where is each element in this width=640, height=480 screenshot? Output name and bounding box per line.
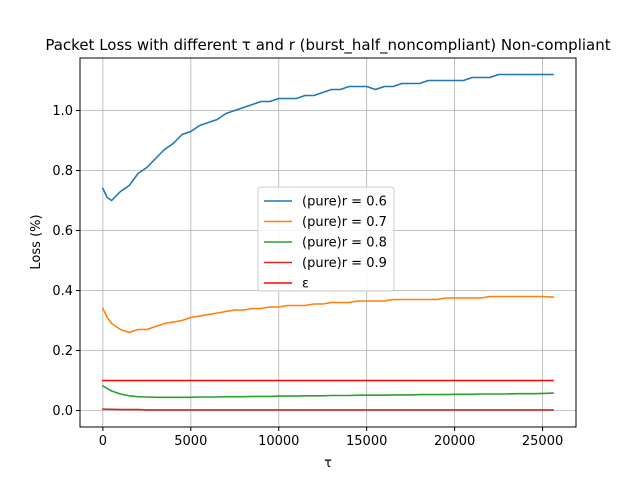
- series-line-2: [101, 384, 554, 399]
- x-tick-label: 20000: [434, 434, 475, 449]
- y-tick-label: 0.0: [52, 404, 73, 419]
- y-tick-label: 0.2: [52, 344, 73, 359]
- x-tick-label: 25000: [522, 434, 563, 449]
- series-layer: [101, 73, 554, 411]
- series-line-3: [102, 408, 554, 411]
- legend-label-2: (pure)r = 0.8: [302, 236, 387, 251]
- ticks: 0 5000 10000 15000 20000 25000 0.0 0.2 0.4 0.6 0.8…: [52, 104, 563, 449]
- legend-label-1: (pure)r = 0.7: [302, 215, 387, 230]
- y-tick-label: 0.8: [52, 164, 73, 179]
- x-tick-label: 0: [99, 434, 107, 449]
- axes-frame: [79, 57, 577, 428]
- x-tick-label: 5000: [174, 434, 207, 449]
- y-tick-label: 1.0: [52, 104, 73, 119]
- legend-entries: (pure)r = 0.6 (pure)r = 0.7 (pure)r = 0.8 (…: [264, 195, 387, 292]
- x-tick-label: 15000: [346, 434, 387, 449]
- series-line-0: [101, 73, 554, 202]
- x-tick-label: 10000: [258, 434, 299, 449]
- legend-label-0: (pure)r = 0.6: [302, 195, 387, 210]
- legend-label-3: (pure)r = 0.9: [302, 256, 387, 271]
- legend: (pure)r = 0.6 (pure)r = 0.7 (pure)r = 0.8 (…: [257, 186, 395, 292]
- legend-box: [257, 186, 395, 292]
- y-axis-label: Loss (%): [29, 214, 44, 269]
- x-axis-label: τ: [324, 456, 332, 471]
- legend-label-4: ε: [302, 277, 309, 292]
- y-tick-label: 0.6: [52, 224, 73, 239]
- y-tick-label: 0.4: [52, 284, 73, 299]
- series-line-1: [101, 295, 554, 334]
- chart-title: Packet Loss with different τ and r (burs…: [45, 36, 610, 55]
